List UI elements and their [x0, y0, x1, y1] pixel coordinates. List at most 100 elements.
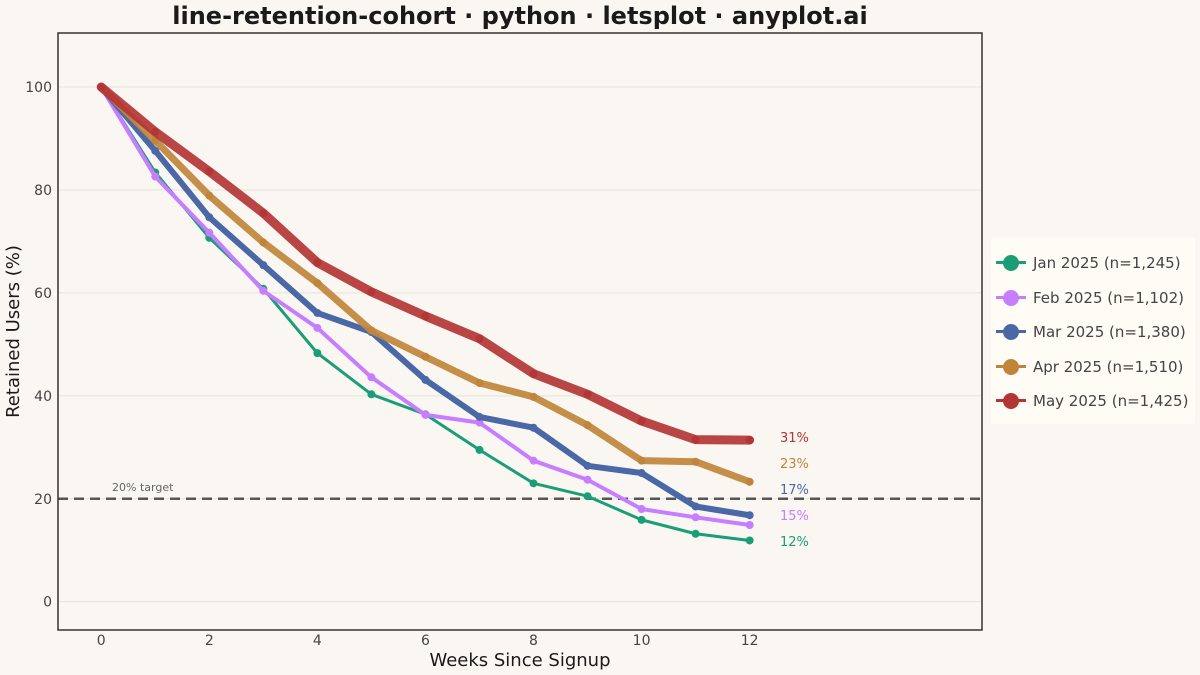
- data-point: [637, 505, 646, 514]
- x-tick-label: 6: [421, 633, 430, 649]
- data-point: [529, 392, 538, 401]
- data-point: [97, 83, 106, 92]
- y-tick-label: 20: [34, 492, 52, 508]
- data-point: [691, 435, 700, 444]
- x-tick-label: 4: [313, 633, 322, 649]
- x-axis-title: Weeks Since Signup: [429, 650, 610, 671]
- data-point: [367, 326, 376, 335]
- data-point: [691, 513, 700, 522]
- data-point: [151, 146, 160, 155]
- data-point: [205, 167, 214, 176]
- data-point: [367, 390, 376, 399]
- end-label-4: 23%: [780, 457, 809, 472]
- x-tick-label: 8: [529, 633, 538, 649]
- x-tick-label: 0: [97, 633, 106, 649]
- data-point: [745, 511, 754, 520]
- data-point: [583, 390, 592, 399]
- data-point: [259, 238, 268, 247]
- data-point: [475, 412, 484, 421]
- legend-dot: [1003, 358, 1019, 375]
- data-point: [529, 479, 538, 488]
- plot-area: [58, 33, 982, 630]
- chart-title: line-retention-cohort · python · letsplo…: [172, 2, 868, 30]
- data-point: [583, 492, 592, 501]
- data-point: [529, 456, 538, 465]
- legend-label: Apr 2025 (n=1,510): [1033, 357, 1184, 376]
- data-point: [745, 536, 754, 545]
- data-point: [583, 461, 592, 470]
- data-point: [421, 312, 430, 321]
- data-point: [745, 477, 754, 486]
- data-point: [637, 515, 646, 524]
- legend-dot: [1003, 255, 1019, 271]
- legend-item: Mar 2025 (n=1,380): [991, 317, 1195, 347]
- x-tick-label: 2: [205, 633, 214, 649]
- data-point: [583, 421, 592, 430]
- y-tick-label: 60: [34, 286, 52, 302]
- target-label: 20% target: [112, 481, 174, 494]
- data-point: [637, 417, 646, 426]
- data-point: [259, 286, 268, 295]
- data-point: [313, 349, 322, 358]
- legend-label: Feb 2025 (n=1,102): [1033, 288, 1184, 307]
- data-point: [691, 529, 700, 538]
- data-point: [583, 475, 592, 484]
- end-label-1: 12%: [780, 535, 809, 550]
- data-point: [421, 410, 430, 419]
- legend-item: May 2025 (n=1,425): [991, 386, 1195, 416]
- data-point: [529, 369, 538, 378]
- legend-item: Apr 2025 (n=1,510): [991, 352, 1195, 382]
- legend-key: [991, 386, 1031, 416]
- legend-dot: [1003, 289, 1019, 306]
- data-point: [259, 261, 268, 270]
- data-point: [637, 456, 646, 465]
- legend-label: Mar 2025 (n=1,380): [1033, 323, 1186, 341]
- legend-label: May 2025 (n=1,425): [1033, 392, 1189, 410]
- legend-dot: [1003, 324, 1019, 340]
- data-point: [421, 375, 430, 384]
- data-point: [205, 213, 214, 222]
- data-point: [691, 457, 700, 466]
- data-point: [313, 279, 322, 288]
- data-point: [745, 521, 754, 530]
- legend: Jan 2025 (n=1,245) Feb 2025 (n=1,102) Mar …: [991, 238, 1195, 424]
- data-point: [475, 445, 484, 454]
- data-point: [475, 334, 484, 343]
- legend-label: Jan 2025 (n=1,245): [1033, 254, 1181, 272]
- data-point: [313, 308, 322, 317]
- data-point: [313, 258, 322, 267]
- legend-key: [991, 248, 1031, 278]
- y-tick-label: 40: [34, 389, 52, 405]
- data-point: [367, 287, 376, 296]
- data-point: [475, 418, 484, 427]
- data-point: [475, 378, 484, 387]
- legend-key: [991, 317, 1031, 347]
- data-point: [151, 172, 160, 181]
- x-tick-label: 10: [633, 633, 651, 649]
- plot-frame: [57, 32, 983, 631]
- legend-key: [991, 352, 1031, 382]
- end-label-3: 17%: [780, 483, 809, 498]
- data-point: [691, 502, 700, 511]
- data-point: [259, 209, 268, 218]
- data-point: [745, 436, 754, 445]
- legend-dot: [1003, 393, 1019, 409]
- data-point: [529, 423, 538, 432]
- data-point: [205, 228, 214, 237]
- data-point: [313, 323, 322, 332]
- end-label-2: 15%: [780, 509, 809, 524]
- y-tick-label: 0: [43, 595, 52, 611]
- data-point: [421, 352, 430, 361]
- y-tick-label: 100: [25, 80, 52, 96]
- x-tick-label: 12: [741, 633, 759, 649]
- legend-key: [991, 283, 1031, 313]
- legend-item: Jan 2025 (n=1,245): [991, 248, 1195, 278]
- y-tick-label: 80: [34, 183, 52, 199]
- data-point: [205, 191, 214, 200]
- data-point: [367, 373, 376, 382]
- data-point: [151, 127, 160, 136]
- legend-item: Feb 2025 (n=1,102): [991, 283, 1195, 313]
- y-axis-title: Retained Users (%): [3, 245, 24, 418]
